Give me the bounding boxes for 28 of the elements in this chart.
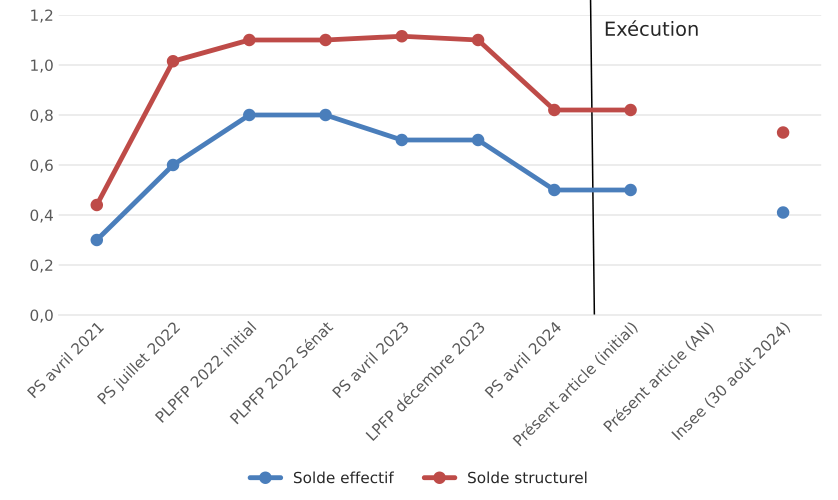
point bbox=[90, 234, 104, 246]
point bbox=[776, 206, 790, 219]
point bbox=[166, 55, 180, 68]
point bbox=[548, 184, 561, 196]
y-tick-label: 0,4 bbox=[30, 209, 53, 223]
point bbox=[243, 34, 256, 46]
point bbox=[776, 126, 790, 139]
legend-label: Solde structurel bbox=[468, 471, 586, 484]
y-tick-label: 1,2 bbox=[31, 9, 52, 23]
y-tick-label: 1,0 bbox=[31, 59, 53, 73]
point bbox=[319, 34, 332, 46]
point bbox=[319, 108, 332, 122]
point bbox=[472, 34, 484, 46]
point bbox=[396, 134, 408, 146]
y-tick-label: 0,6 bbox=[30, 159, 53, 173]
point bbox=[624, 184, 637, 196]
point bbox=[624, 104, 637, 116]
point bbox=[243, 108, 256, 122]
point bbox=[90, 198, 104, 212]
point bbox=[396, 30, 408, 42]
point bbox=[166, 158, 180, 172]
y-tick-label: 0,2 bbox=[30, 259, 52, 273]
legend-label: Solde effectif bbox=[294, 471, 394, 484]
point bbox=[548, 104, 561, 116]
y-tick-label: 0,8 bbox=[30, 109, 53, 123]
y-tick-label: 0,0 bbox=[30, 309, 53, 323]
annotation: Exécution bbox=[606, 20, 698, 36]
point bbox=[472, 134, 484, 146]
